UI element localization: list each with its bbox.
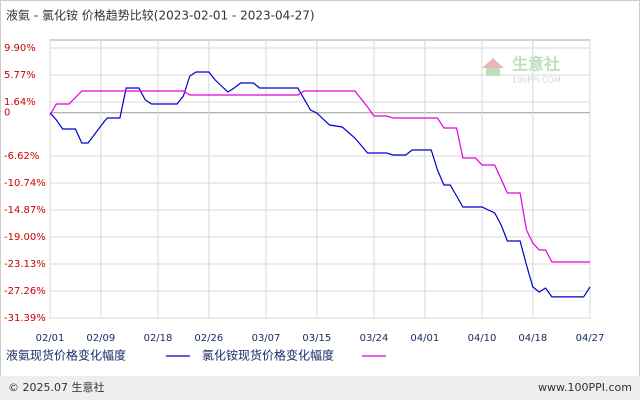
- footer-band: [0, 376, 640, 400]
- x-tick-label: 02/18: [144, 333, 173, 344]
- series-line: [49, 90, 590, 263]
- x-tick-label: 04/01: [410, 333, 439, 344]
- y-tick-label: -6.62%: [4, 151, 39, 162]
- y-tick-label: -23.13%: [4, 259, 46, 270]
- y-tick-label: -19.00%: [4, 232, 46, 243]
- x-tick-label: 03/07: [252, 333, 281, 344]
- watermark-site: 100PPI.COM: [512, 76, 561, 85]
- y-tick-label: -31.39%: [4, 313, 46, 324]
- footer-right: www.100PPI.com: [538, 381, 632, 394]
- x-tick-label: 04/10: [468, 333, 497, 344]
- y-tick-label: -27.26%: [4, 286, 46, 297]
- y-tick-label: 5.77%: [4, 70, 36, 81]
- x-tick-label: 02/01: [36, 333, 65, 344]
- y-tick-label: -14.87%: [4, 205, 46, 216]
- x-tick-label: 03/24: [360, 333, 389, 344]
- watermark-icon: [482, 58, 504, 68]
- chart-title: 液氨 - 氯化铵 价格趋势比较(2023-02-01 - 2023-04-27): [6, 8, 315, 23]
- y-tick-label: 1.64%: [4, 97, 36, 108]
- legend-label: 液氨现货价格变化幅度: [6, 348, 126, 363]
- series-line: [49, 71, 591, 298]
- watermark-icon: [486, 68, 500, 76]
- y-tick-label: 9.90%: [4, 43, 36, 54]
- x-tick-label: 02/26: [194, 333, 223, 344]
- x-tick-label: 02/09: [86, 333, 115, 344]
- watermark: 生意社 100PPI.COM: [482, 55, 561, 85]
- legend-label: 氯化铵现货价格变化幅度: [202, 348, 334, 363]
- y-tick-label: 0: [4, 108, 10, 119]
- x-tick-label: 04/18: [518, 333, 547, 344]
- footer-left: © 2025.07 生意社: [8, 380, 104, 394]
- y-tick-label: -10.74%: [4, 178, 46, 189]
- watermark-text: 生意社: [512, 55, 560, 74]
- x-tick-label: 03/15: [302, 333, 331, 344]
- x-tick-label: 04/27: [576, 333, 605, 344]
